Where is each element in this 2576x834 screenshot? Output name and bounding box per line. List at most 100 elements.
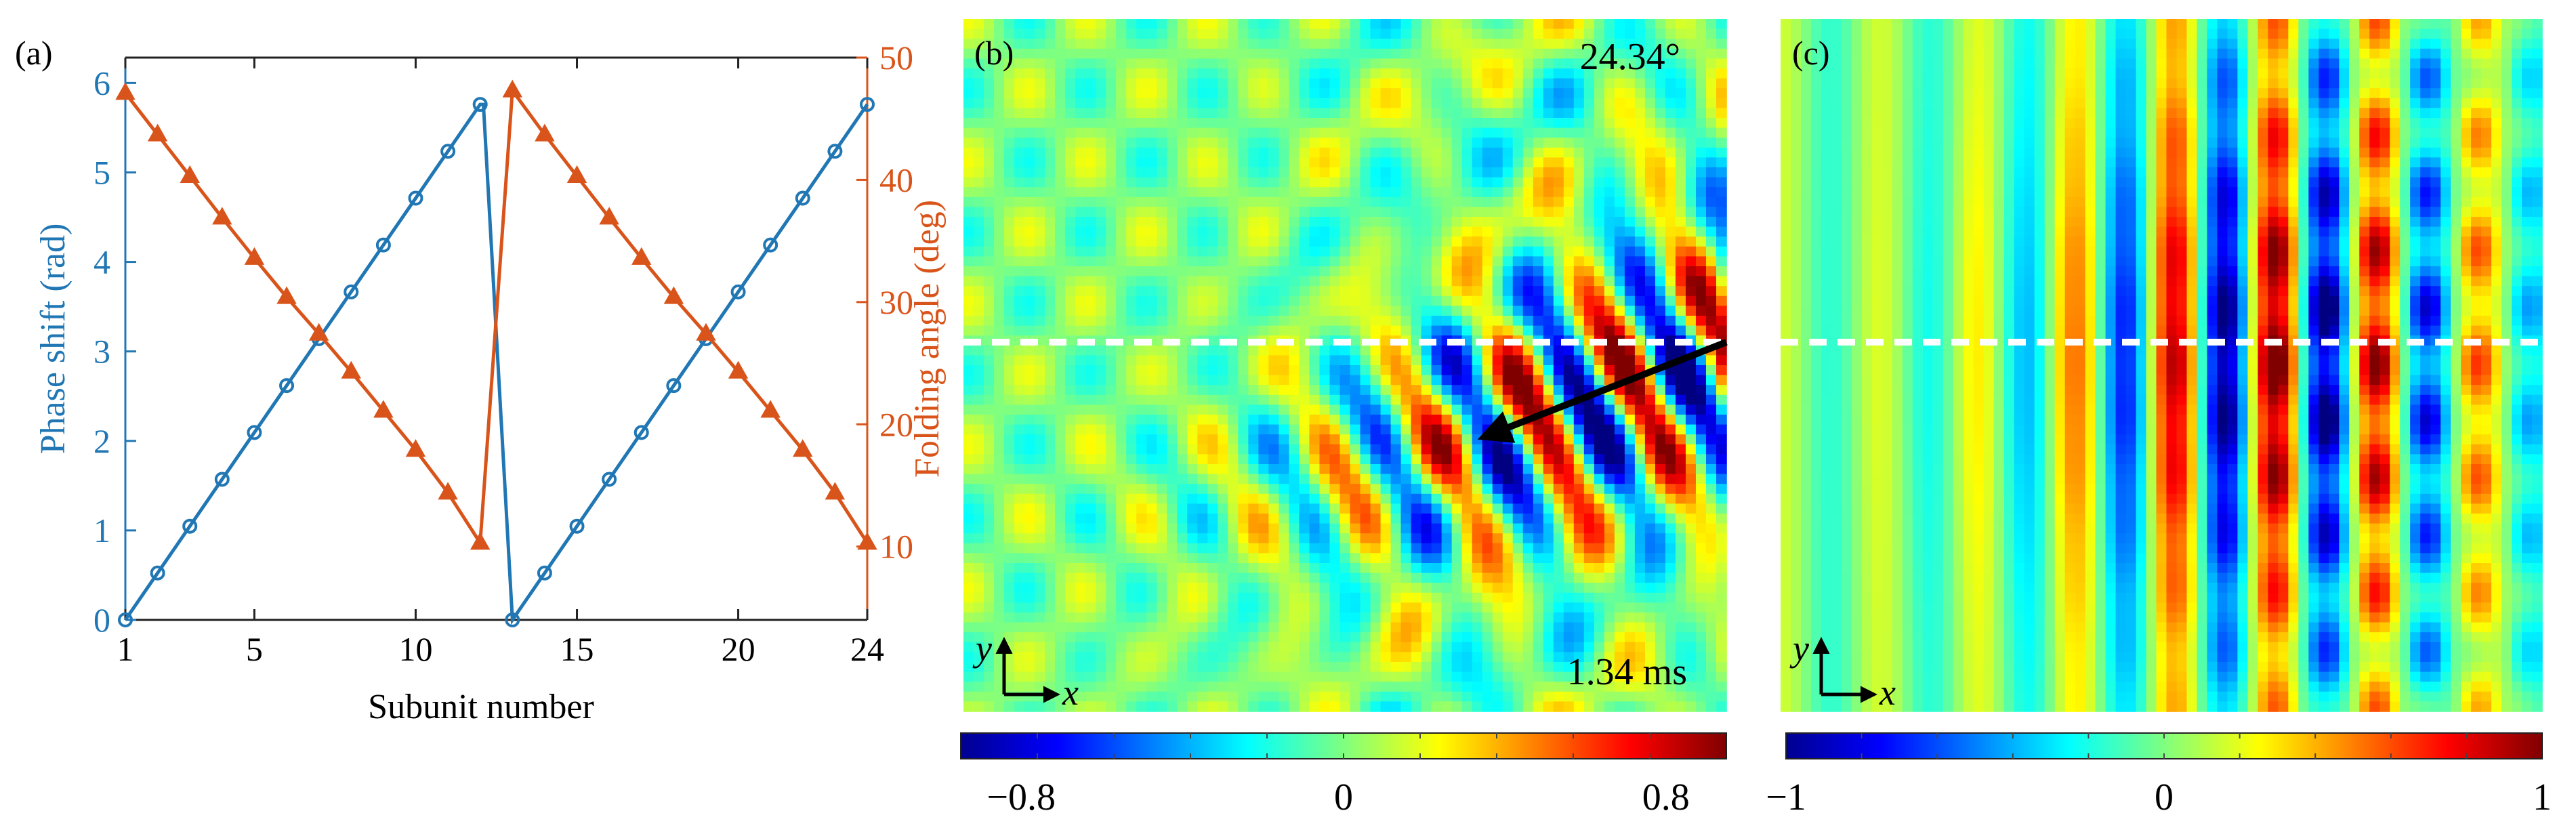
panel-b-cell bbox=[1177, 147, 1188, 159]
panel-b-cell bbox=[1705, 98, 1717, 109]
panel-b-cell bbox=[1207, 157, 1219, 168]
panel-b-cell bbox=[974, 612, 984, 623]
panel-b-cell bbox=[1583, 236, 1595, 247]
panel-b-cell bbox=[1472, 493, 1483, 505]
panel-b-cell bbox=[1035, 642, 1045, 653]
panel-b-cell bbox=[974, 365, 984, 376]
panel-b-cell bbox=[1248, 196, 1260, 208]
panel-b-cell bbox=[1492, 572, 1503, 583]
panel-b-cell bbox=[1268, 48, 1280, 60]
panel-b-cell bbox=[1553, 78, 1564, 89]
panel-b-cell bbox=[1563, 365, 1575, 376]
panel-b-cell bbox=[984, 523, 995, 534]
panel-b-cell bbox=[1431, 147, 1442, 159]
panel-b-cell bbox=[1146, 118, 1158, 129]
panel-b-cell bbox=[1218, 365, 1229, 376]
panel-b-cell bbox=[1157, 484, 1168, 495]
panel-b-cell bbox=[1218, 226, 1229, 237]
panel-b-cell bbox=[1604, 295, 1615, 307]
panel-b-cell bbox=[1258, 226, 1270, 237]
panel-b-cell bbox=[1075, 98, 1086, 109]
panel-b-cell bbox=[1004, 196, 1015, 208]
panel-b-cell bbox=[1218, 484, 1229, 495]
panel-b-cell bbox=[1675, 295, 1686, 307]
panel-b-cell bbox=[1258, 464, 1270, 475]
panel-b-cell bbox=[1157, 88, 1168, 99]
panel-b-cell bbox=[1197, 415, 1209, 425]
panel-b-cell bbox=[1451, 385, 1463, 396]
panel-b-cell bbox=[1634, 147, 1646, 159]
panel-b-cell bbox=[1096, 325, 1106, 336]
panel-b-cell bbox=[1319, 68, 1331, 79]
panel-b-cell bbox=[1655, 177, 1666, 188]
panel-b-cell bbox=[1157, 196, 1168, 208]
phase-marker bbox=[827, 144, 843, 159]
panel-b-cell bbox=[1441, 217, 1453, 228]
panel-b-cell bbox=[1705, 246, 1717, 257]
panel-b-cell bbox=[1695, 563, 1707, 574]
panel-b-cell bbox=[1695, 266, 1707, 277]
panel-b-cell bbox=[1279, 415, 1290, 425]
panel-b-cell bbox=[1309, 424, 1321, 435]
panel-b-cell bbox=[1543, 246, 1554, 257]
panel-b-cell bbox=[1512, 474, 1524, 484]
panel-b-cell bbox=[1319, 157, 1331, 168]
panel-b-cell bbox=[1655, 424, 1666, 435]
panel-b-cell bbox=[1329, 583, 1341, 593]
panel-b-cell bbox=[1431, 415, 1442, 425]
panel-b-cell bbox=[1390, 316, 1402, 327]
panel-b-cell bbox=[1380, 157, 1392, 168]
panel-b-cell bbox=[1075, 48, 1086, 60]
panel-b-cell bbox=[1411, 167, 1422, 178]
panel-b-cell bbox=[1451, 256, 1463, 267]
panel-b-cell bbox=[1350, 652, 1361, 663]
panel-b-cell bbox=[1289, 28, 1300, 39]
panel-b-cell bbox=[1238, 652, 1249, 663]
panel-b-cell bbox=[1116, 572, 1127, 583]
panel-b-cell bbox=[1543, 484, 1554, 495]
panel-b-cell bbox=[1685, 167, 1697, 178]
panel-b-cell bbox=[963, 503, 974, 514]
panel-b-cell bbox=[1045, 523, 1056, 534]
panel-b-cell bbox=[1665, 167, 1676, 178]
panel-b-cell bbox=[1421, 533, 1432, 544]
panel-b-cell bbox=[1106, 48, 1117, 60]
panel-b-cell bbox=[1106, 572, 1117, 583]
panel-b-cell bbox=[1289, 583, 1300, 593]
panel-b-cell bbox=[1553, 147, 1564, 159]
panel-b-cell bbox=[1350, 138, 1361, 148]
panel-b-cell bbox=[1126, 514, 1138, 524]
panel-b-cell bbox=[1339, 424, 1351, 435]
panel-b-cell bbox=[1248, 316, 1260, 327]
panel-b-cell bbox=[1116, 394, 1127, 406]
panel-b-cell bbox=[1096, 493, 1106, 505]
panel-b-cell bbox=[1035, 503, 1045, 514]
panel-b-cell bbox=[1604, 592, 1615, 604]
panel-b-cell bbox=[1502, 632, 1514, 643]
panel-b-cell bbox=[1634, 187, 1646, 198]
panel-b-cell bbox=[1390, 424, 1402, 435]
panel-b-cell bbox=[1279, 652, 1290, 663]
panel-b-cell bbox=[1339, 256, 1351, 267]
panel-b-cell bbox=[1309, 632, 1321, 643]
panel-b-cell bbox=[1258, 118, 1270, 129]
panel-b-cell bbox=[1014, 157, 1025, 168]
panel-b-cell bbox=[1350, 464, 1361, 475]
panel-b-cell bbox=[1441, 415, 1453, 425]
panel-b-cell bbox=[1299, 523, 1310, 534]
panel-b-cell bbox=[1238, 246, 1249, 257]
panel-b-cell bbox=[1106, 355, 1117, 366]
panel-b-cell bbox=[1543, 196, 1554, 208]
panel-b-cell bbox=[1329, 256, 1341, 267]
panel-b-cell bbox=[1482, 523, 1493, 534]
panel-b-cell bbox=[1187, 572, 1199, 583]
panel-b-cell bbox=[1004, 444, 1015, 455]
panel-b-cell bbox=[1096, 385, 1106, 396]
panel-b-cell bbox=[1329, 28, 1341, 39]
panel-b-cell bbox=[1055, 226, 1066, 237]
panel-b-cell bbox=[1177, 316, 1188, 327]
panel-b-cell bbox=[1218, 404, 1229, 415]
panel-b-cell bbox=[1675, 276, 1686, 287]
panel-b-cell bbox=[1594, 404, 1605, 415]
panel-b-cell bbox=[1370, 19, 1382, 30]
